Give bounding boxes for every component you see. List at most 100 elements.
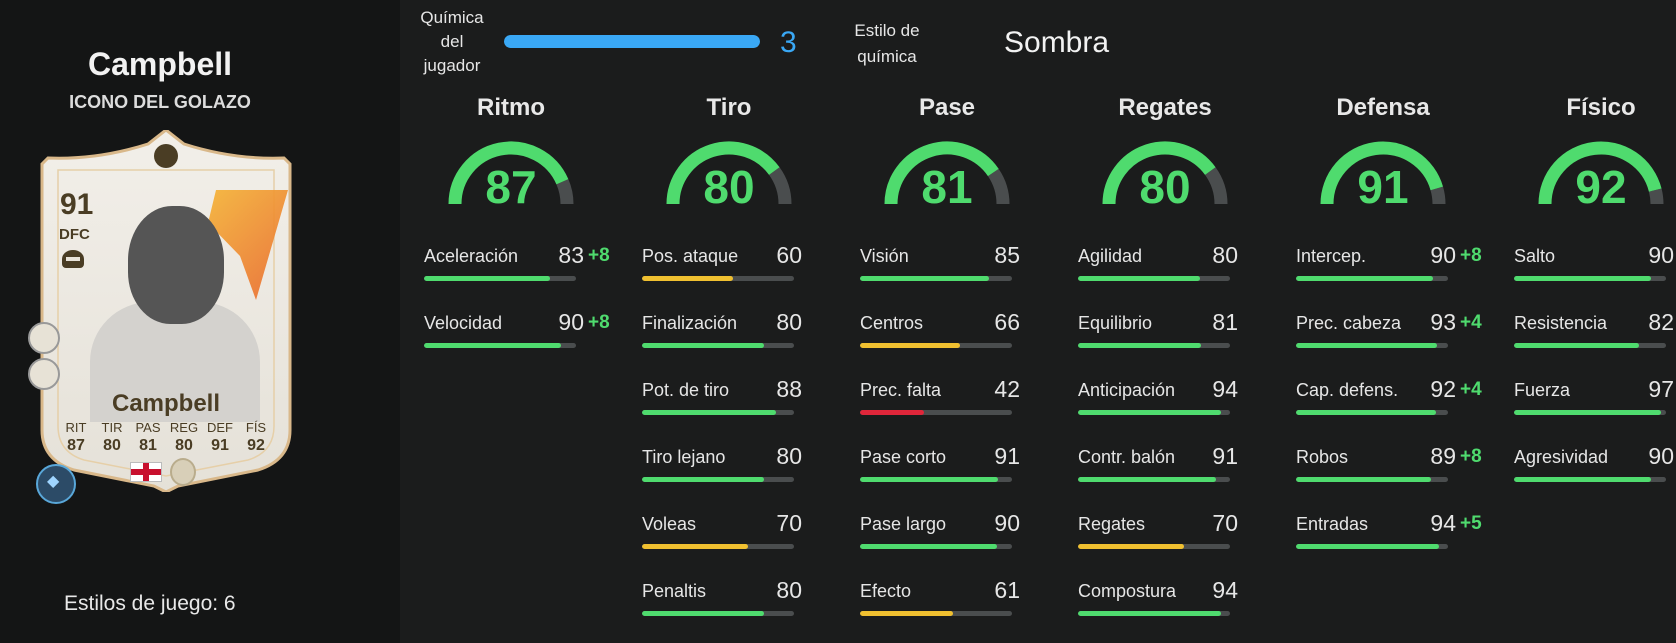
gauge-track: [1648, 188, 1664, 205]
stat-boost: +8: [588, 312, 610, 333]
stat-bar: [642, 410, 794, 415]
stat-bar: [642, 343, 794, 348]
chemistry-style-value[interactable]: Sombra: [1004, 26, 1110, 59]
playstyles-count[interactable]: Estilos de juego: 6: [64, 592, 236, 615]
evolution-icon[interactable]: [36, 464, 76, 504]
stat-name: Prec. cabeza: [1296, 313, 1402, 333]
stat-group-value: 81: [921, 161, 973, 213]
stat-row[interactable]: Entradas 94 +5: [1288, 506, 1482, 573]
mini-stat: TIR 80: [94, 420, 130, 455]
stat-row[interactable]: Prec. falta 42: [852, 372, 1042, 439]
stat-value: 80: [1212, 242, 1238, 268]
player-card[interactable]: 91 DFC Campbell RIT 87 TIR 80 PAS 81 REG 80 …: [28, 130, 304, 492]
stat-row[interactable]: Finalización 80: [634, 305, 824, 372]
stat-value: 61: [994, 577, 1020, 603]
stat-bar-fill: [1296, 343, 1438, 348]
stat-bar: [860, 410, 1012, 415]
stat-row[interactable]: Pase corto 91: [852, 439, 1042, 506]
mini-stat-label: TIR: [101, 420, 123, 435]
stat-row[interactable]: Efecto 61: [852, 573, 1042, 640]
gauge-track: [1430, 186, 1446, 205]
stat-name: Resistencia: [1514, 313, 1608, 333]
stat-rows: Agilidad 80 Equilibrio 81 Anticipación 94 Cont…: [1070, 238, 1260, 640]
stat-row[interactable]: Tiro lejano 80: [634, 439, 824, 506]
stat-row[interactable]: Pot. de tiro 88: [634, 372, 824, 439]
stat-row[interactable]: Regates 70: [1070, 506, 1260, 573]
gauge-fill: [1102, 141, 1216, 205]
stat-row[interactable]: Equilibrio 81: [1070, 305, 1260, 372]
stat-row[interactable]: Prec. cabeza 93 +4: [1288, 305, 1482, 372]
playstyle-plus-icon[interactable]: [28, 358, 60, 390]
stat-bar: [860, 343, 1012, 348]
stat-bar-fill: [1296, 410, 1436, 415]
player-chemistry-label: Química del jugador: [406, 6, 498, 78]
gauge-track: [987, 168, 1010, 205]
stat-group-value: 80: [703, 161, 755, 213]
stat-bar-fill: [1514, 276, 1651, 281]
stat-bar: [1078, 477, 1230, 482]
stat-bar-fill: [424, 343, 561, 348]
stat-rows: Salto 90 Resistencia 82 Fuerza 97 Agresividad 9…: [1506, 238, 1676, 506]
stat-bar-fill: [642, 343, 764, 348]
stat-row[interactable]: Intercep. 90 +8: [1288, 238, 1482, 305]
stat-bar: [1514, 343, 1666, 348]
stat-row[interactable]: Centros 66: [852, 305, 1042, 372]
stat-gauge: 92: [1536, 132, 1666, 213]
role-icon: [62, 250, 84, 268]
stat-row[interactable]: Penaltis 80: [634, 573, 824, 640]
mini-stat-value: 81: [139, 437, 157, 454]
stat-value: 90: [1648, 242, 1674, 268]
gauge-track: [556, 179, 574, 205]
stat-row[interactable]: Visión 85: [852, 238, 1042, 305]
stat-bar-fill: [1296, 477, 1432, 482]
gauge-arc: [448, 141, 574, 205]
stat-name: Efecto: [860, 581, 912, 601]
stat-group-value: 80: [1139, 161, 1191, 213]
playstyle-plus-icon[interactable]: [28, 322, 60, 354]
style-label-line: Estilo de: [854, 21, 920, 40]
stat-row[interactable]: Cap. defens. 92 +4: [1288, 372, 1482, 439]
stat-group-tiro: Tiro 80 Pos. ataque 60 Finalización 80 Pot. de…: [634, 94, 824, 616]
stat-boost: +8: [1460, 245, 1482, 266]
gauge-arc: [1320, 141, 1446, 205]
stat-row[interactable]: Fuerza 97: [1506, 372, 1676, 439]
stat-row[interactable]: Pos. ataque 60: [634, 238, 824, 305]
stat-bar-fill: [860, 477, 999, 482]
stat-bar: [860, 276, 1012, 281]
mini-stat-value: 80: [103, 437, 121, 454]
stat-bar: [642, 544, 794, 549]
stat-group-ritmo: Ritmo 87 Aceleración 83 +8 Velocidad 90 +8: [416, 94, 610, 348]
stat-row[interactable]: Contr. balón 91: [1070, 439, 1260, 506]
stat-bar: [1514, 410, 1666, 415]
stat-row[interactable]: Pase largo 90: [852, 506, 1042, 573]
stat-group-title: Tiro: [706, 94, 752, 121]
stat-bar: [860, 477, 1012, 482]
stat-row[interactable]: Anticipación 94: [1070, 372, 1260, 439]
stat-bar: [1296, 410, 1448, 415]
style-label-line: química: [857, 47, 917, 66]
stat-row[interactable]: Agresividad 90: [1506, 439, 1676, 506]
stat-group-title: Defensa: [1336, 94, 1430, 121]
stat-bar-fill: [1514, 477, 1651, 482]
mini-stat: DEF 91: [202, 420, 238, 455]
stat-value: 82: [1648, 309, 1674, 335]
stat-row[interactable]: Velocidad 90 +8: [416, 305, 610, 372]
stat-bar-fill: [860, 611, 953, 616]
stat-row[interactable]: Resistencia 82: [1506, 305, 1676, 372]
stat-name: Compostura: [1078, 581, 1177, 601]
stat-row[interactable]: Agilidad 80: [1070, 238, 1260, 305]
stat-value: 80: [776, 309, 802, 335]
stat-gauge: 81: [882, 132, 1012, 213]
stat-bar: [424, 343, 576, 348]
stat-bar-fill: [1078, 544, 1185, 549]
stat-value: 81: [1212, 309, 1238, 335]
stat-row[interactable]: Voleas 70: [634, 506, 824, 573]
stat-row[interactable]: Aceleración 83 +8: [416, 238, 610, 305]
stat-gauge: 80: [664, 132, 794, 213]
gauge-fill: [1538, 141, 1662, 205]
stat-row[interactable]: Robos 89 +8: [1288, 439, 1482, 506]
chem-label-line: del: [440, 32, 464, 51]
stat-row[interactable]: Salto 90: [1506, 238, 1676, 305]
stat-boost: +5: [1460, 513, 1482, 534]
stat-row[interactable]: Compostura 94: [1070, 573, 1260, 640]
